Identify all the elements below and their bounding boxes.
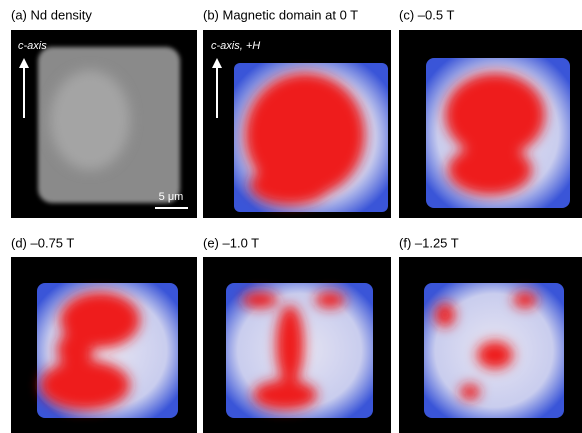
red-domains: [445, 73, 545, 195]
scale-bar-label: 5 μm: [159, 191, 184, 203]
panel-label: (b) Magnetic domain at 0 T: [203, 7, 358, 22]
axis-annotation: c-axis: [18, 40, 47, 52]
panel-label: (c) –0.5 T: [399, 7, 454, 22]
panel-label: (a) Nd density: [11, 7, 92, 22]
density-texture: [50, 70, 130, 170]
figure: (a) Nd density c-axis 5 μm (b) Magnetic …: [0, 0, 582, 433]
panel-label: (d) –0.75 T: [11, 235, 74, 250]
axis-annotation: c-axis, +H: [211, 40, 260, 52]
panel-label: (f) –1.25 T: [399, 235, 459, 250]
panel-label: (e) –1.0 T: [203, 235, 259, 250]
